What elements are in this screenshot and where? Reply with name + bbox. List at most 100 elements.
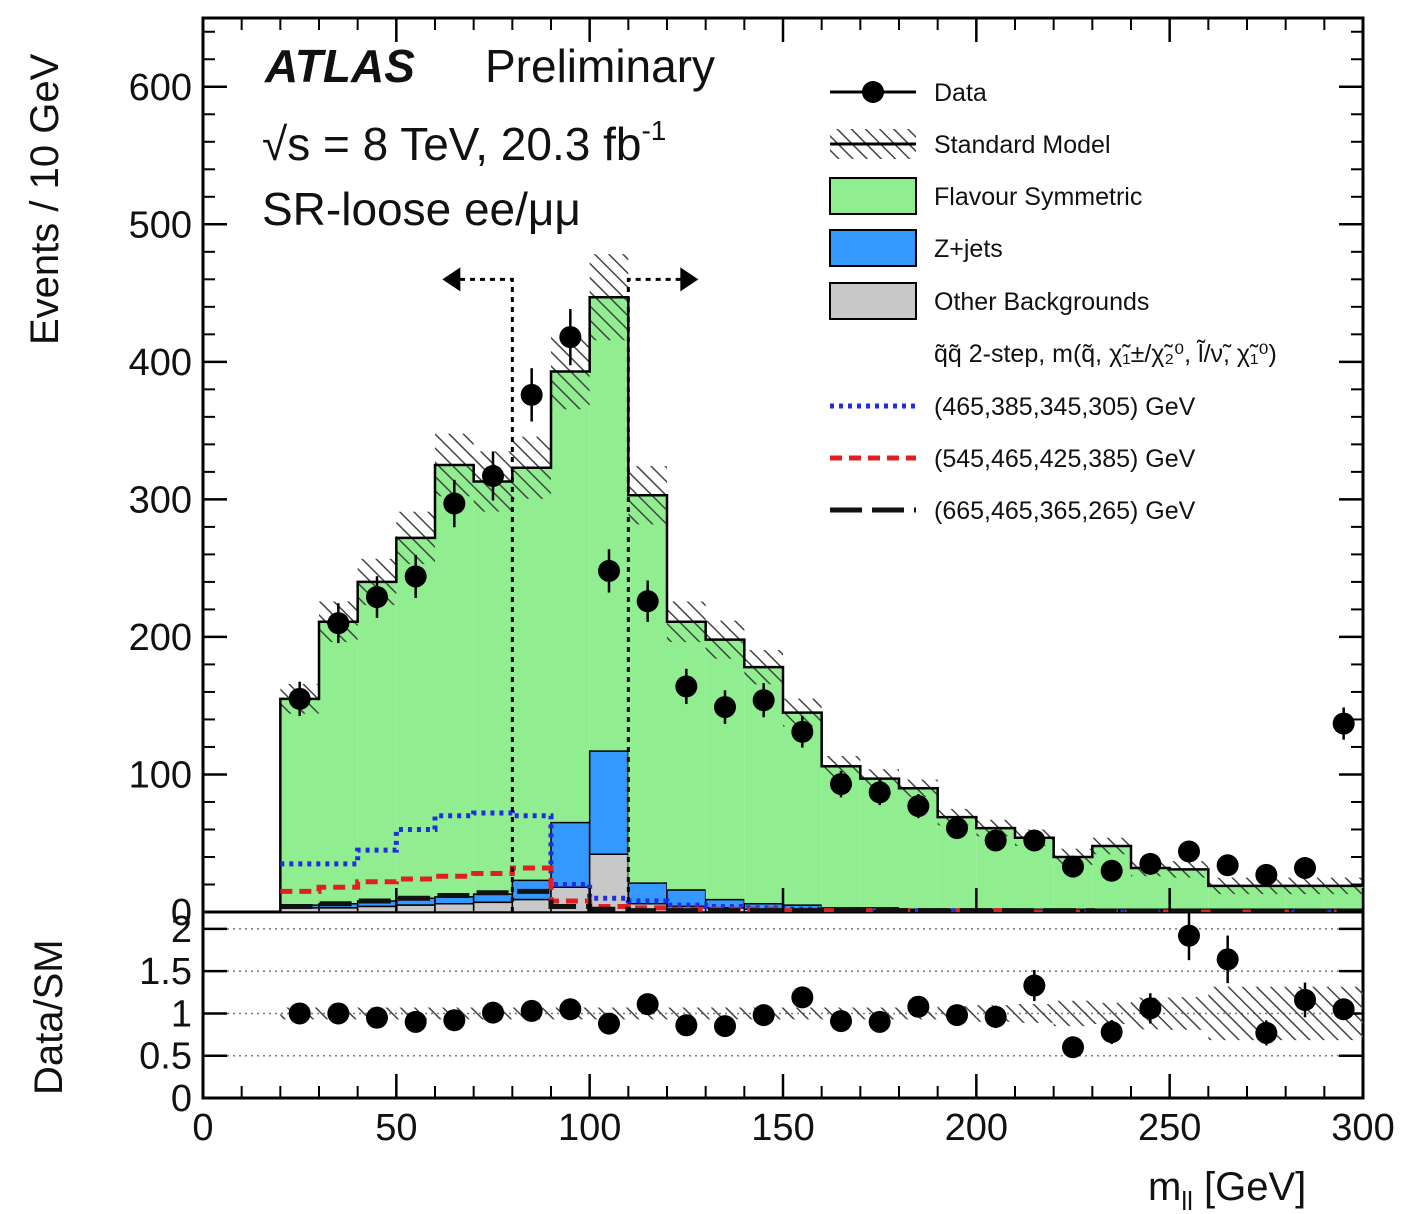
svg-text:Standard Model: Standard Model (934, 131, 1111, 159)
svg-text:Data: Data (934, 79, 987, 107)
data-point (675, 675, 698, 698)
ratio-uncertainty-bin (1053, 1000, 1093, 1027)
data-point (482, 465, 504, 488)
ratio-point (520, 999, 543, 1022)
x-tick-label: 150 (751, 1107, 814, 1149)
axis-ticks: 0 50 100 150 200 250 300010020030040050060000.… (129, 18, 1395, 1149)
x-tick-label: 250 (1138, 1107, 1201, 1149)
status-label: Preliminary (485, 40, 715, 92)
legend-signal-1: (465,385,345,305) GeV (830, 393, 1196, 421)
ratio-uncertainty-bin (1015, 1004, 1054, 1023)
y-tick-label-top: 300 (129, 479, 192, 521)
z-jets-bar (550, 821, 591, 889)
x-axis-symbol: m (1148, 1165, 1181, 1209)
svg-text:(545,465,425,385) GeV: (545,465,425,385) GeV (934, 445, 1196, 473)
ratio-point (1139, 997, 1162, 1020)
ratio-point (791, 986, 814, 1009)
data-point (404, 565, 427, 588)
ratio-point (714, 1015, 736, 1038)
flavour-symmetric-bar (628, 495, 667, 912)
flavour-symmetric-bar (357, 581, 397, 912)
ratio-point (984, 1005, 1007, 1028)
other-backgrounds-bar (356, 905, 398, 912)
y-tick-label-bottom: 0 (171, 1078, 192, 1120)
data-point (907, 795, 930, 818)
y-tick-label-top: 600 (129, 67, 192, 109)
other-backgrounds-bar (318, 907, 359, 912)
legend-z-jets: Z+jets (829, 229, 1003, 267)
ratio-uncertainty-bin (667, 1007, 706, 1020)
signal-curves (280, 810, 1363, 912)
y-tick-label-bottom: 1.5 (139, 951, 192, 993)
data-point (714, 696, 736, 719)
background-stack (279, 297, 1363, 912)
signal-curve-2 (280, 865, 1363, 912)
ratio-point (598, 1012, 620, 1035)
ratio-point (1332, 998, 1355, 1021)
x-axis-title: mll [GeV] (1148, 1165, 1306, 1214)
signal-region-cuts (442, 267, 699, 912)
flavour-symmetric-bar (435, 465, 474, 912)
x-tick-label: 200 (945, 1107, 1008, 1149)
data-point (636, 590, 659, 613)
data-point (1255, 863, 1278, 886)
data-point (1100, 859, 1123, 882)
data-point (791, 720, 814, 743)
ratio-point (946, 1004, 968, 1027)
svg-text:Flavour Symmetric: Flavour Symmetric (934, 183, 1142, 211)
legend-standard-model: Standard Model (830, 129, 1111, 159)
cut-arrow-low (442, 267, 461, 292)
z-jets-bar (588, 750, 630, 855)
data-point (1332, 712, 1355, 735)
ratio-point (404, 1010, 427, 1033)
svg-text:(665,465,365,265) GeV: (665,465,365,265) GeV (934, 497, 1196, 525)
data-point (946, 817, 968, 840)
ratio-point (366, 1006, 388, 1029)
flavour-symmetric-bar (280, 698, 319, 912)
x-tick-label: 50 (375, 1107, 417, 1149)
y-tick-label-top: 500 (129, 204, 192, 246)
flavour-symmetric-bar (667, 621, 706, 912)
y-axis-title-top: Events / 10 GeV (23, 53, 67, 345)
svg-text:Other Backgrounds: Other Backgrounds (934, 288, 1149, 316)
data-point (830, 773, 852, 796)
other-backgrounds-bar (588, 853, 630, 912)
ratio-point (1023, 974, 1046, 997)
cut-line-high (626, 277, 684, 912)
energy-lumi-label: √s = 8 TeV, 20.3 fb-1 (262, 115, 666, 170)
ratio-point (675, 1014, 698, 1037)
signal-curve-1 (280, 810, 1363, 912)
y-tick-label-top: 400 (129, 342, 192, 384)
legend: Data Standard Model Flavour Symmetric Z+… (829, 79, 1277, 525)
y-tick-label-bottom: 1 (171, 993, 192, 1035)
other-backgrounds-bar (472, 901, 514, 912)
x-tick-label: 300 (1331, 1107, 1394, 1149)
y-tick-label-bottom: 2 (171, 909, 192, 951)
ratio-uncertainty-bin (705, 1007, 745, 1020)
legend-signal-2: (545,465,425,385) GeV (830, 445, 1196, 473)
legend-signal-3: (665,465,365,265) GeV (830, 497, 1196, 525)
ratio-point (636, 993, 659, 1016)
ratio-point (559, 998, 582, 1021)
ratio-point (1100, 1021, 1123, 1044)
y-axis-title-bottom: Data/SM (27, 939, 71, 1095)
other-backgrounds-bar (434, 902, 475, 912)
data-point (1294, 856, 1316, 879)
data-point (288, 687, 311, 710)
data-point (868, 781, 891, 804)
flavour-symmetric-bar (473, 481, 513, 912)
ratio-uncertainty-bin (1092, 1002, 1131, 1025)
y-tick-label-bottom: 0.5 (139, 1036, 192, 1078)
other-backgrounds-bar (511, 898, 552, 912)
ratio-point (482, 1001, 504, 1024)
y-tick-label-top: 200 (129, 617, 192, 659)
ratio-point (288, 1002, 311, 1025)
data-points (288, 308, 1355, 886)
ratio-uncertainty-bin (1169, 997, 1209, 1030)
cut-line-low (457, 277, 514, 912)
flavour-symmetric-bar (705, 639, 745, 912)
data-point (1062, 855, 1084, 878)
legend-data: Data (830, 79, 987, 107)
data-point (559, 326, 582, 349)
